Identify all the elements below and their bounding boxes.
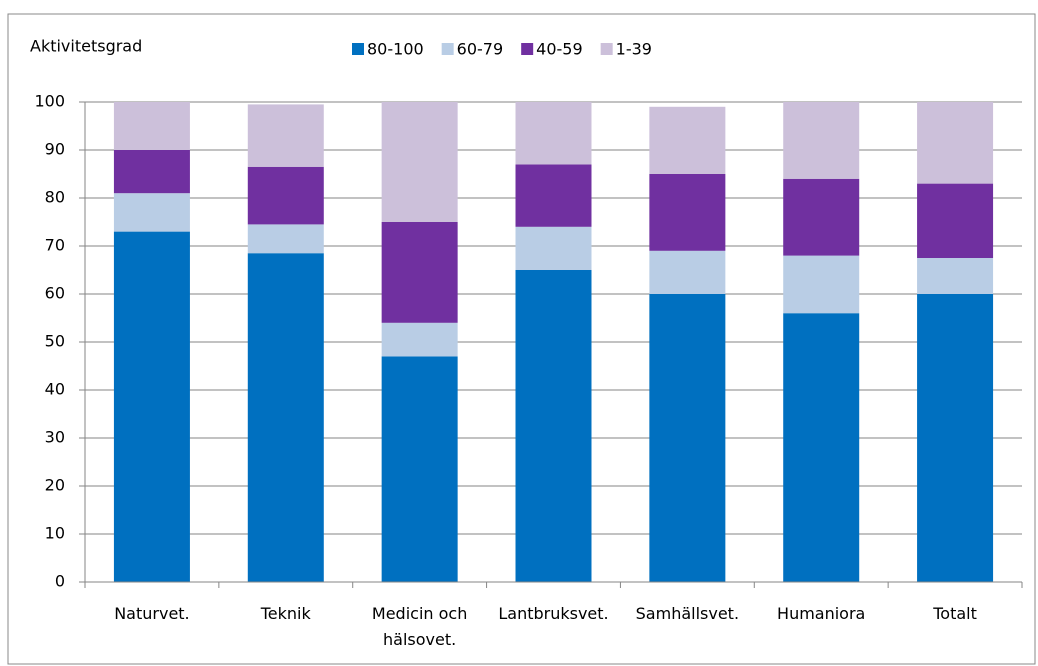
y-axis-label: Aktivitetsgrad	[30, 37, 142, 56]
bar-segment	[381, 102, 458, 222]
y-tick-label: 90	[45, 140, 65, 159]
x-tick-label: Teknik	[260, 604, 311, 623]
x-tick-label: Totalt	[933, 604, 977, 623]
bar-segment	[783, 255, 860, 314]
y-tick-label: 40	[45, 380, 65, 399]
bar-segment	[515, 102, 592, 165]
y-tick-label: 50	[45, 332, 65, 351]
y-tick-label: 0	[55, 572, 65, 591]
legend-label: 60-79	[457, 40, 504, 59]
x-tick-label: Medicin och hälsovet.	[371, 604, 468, 649]
bar-segment	[515, 270, 592, 582]
y-tick-label: 10	[45, 524, 65, 543]
legend-label: 1-39	[616, 40, 652, 59]
bar-segment	[113, 231, 190, 582]
bar-segment	[247, 253, 324, 582]
y-tick-label: 60	[45, 284, 65, 303]
bar-segment	[247, 166, 324, 225]
bar-segment	[783, 102, 860, 179]
bar-segment	[917, 294, 994, 582]
bar-segment	[381, 222, 458, 323]
bar-segment	[113, 102, 190, 150]
y-tick-label: 100	[34, 92, 65, 111]
x-tick-label: Samhällsvet.	[635, 604, 740, 623]
legend-label: 80-100	[367, 40, 424, 59]
bar-segment	[113, 193, 190, 232]
bar-segment	[649, 106, 726, 174]
bar-segment	[515, 226, 592, 270]
bar-segment	[783, 313, 860, 582]
bar-segment	[917, 102, 994, 184]
legend-swatch	[352, 43, 364, 55]
bar-segment	[649, 174, 726, 251]
bar-segment	[247, 224, 324, 254]
bar-segment	[649, 294, 726, 582]
bar-segment	[515, 164, 592, 227]
bar-segment	[381, 356, 458, 582]
y-tick-label: 80	[45, 188, 65, 207]
bar-segment	[783, 178, 860, 256]
y-tick-label: 30	[45, 428, 65, 447]
bar-segment	[381, 322, 458, 357]
y-tick-label: 20	[45, 476, 65, 495]
legend-swatch	[441, 43, 454, 55]
bar-segment	[247, 104, 324, 167]
bar-segment	[649, 250, 726, 294]
bar-segment	[917, 258, 994, 294]
legend-swatch	[521, 43, 534, 55]
bar-segment	[113, 150, 190, 194]
x-tick-label: Naturvet.	[114, 604, 190, 623]
legend-label: 40-59	[536, 40, 583, 59]
bar-segment	[917, 183, 994, 258]
x-tick-label: Lantbruksvet.	[498, 604, 609, 623]
legend-swatch	[600, 43, 613, 55]
x-tick-label: Humaniora	[777, 604, 866, 623]
y-tick-label: 70	[45, 236, 65, 255]
